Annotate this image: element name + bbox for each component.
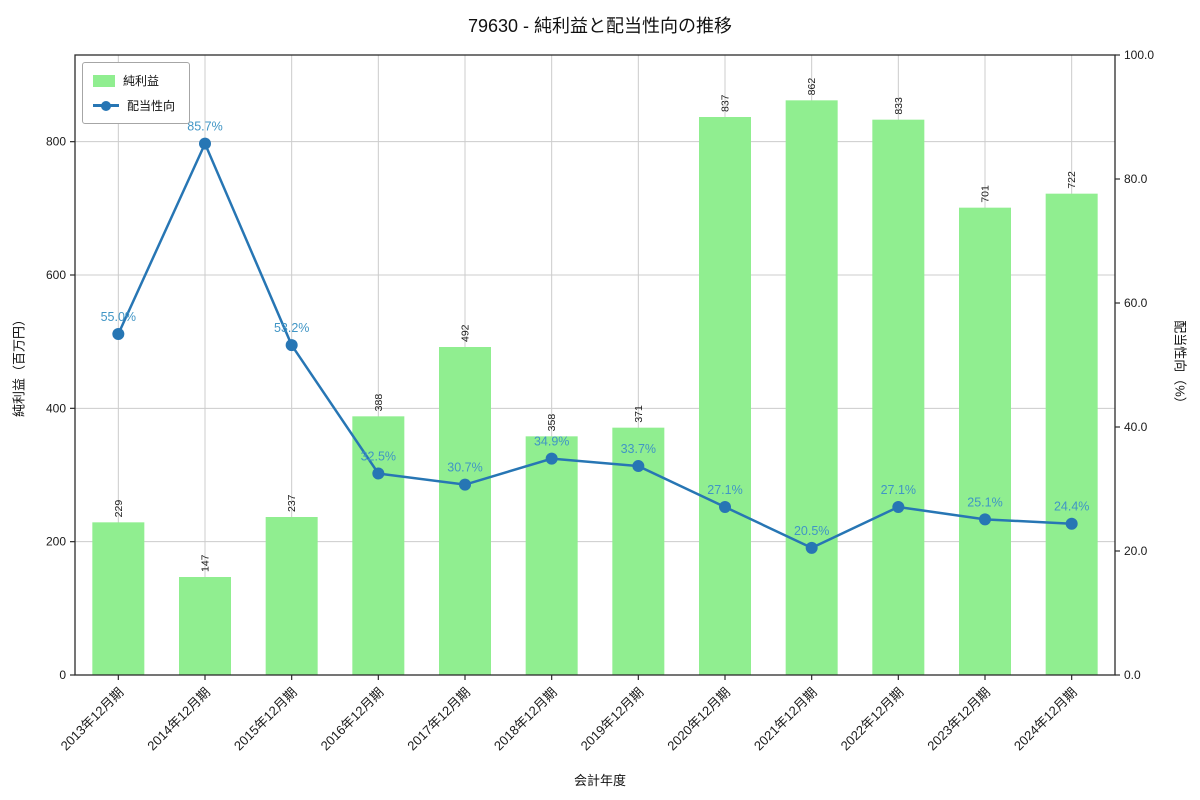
bar-value-label: 371 — [633, 405, 645, 423]
y-tick-label-left: 600 — [46, 268, 66, 282]
line-marker — [1065, 517, 1078, 530]
bar-value-label: 229 — [113, 500, 125, 518]
y-tick-label-left: 800 — [46, 135, 66, 149]
y-tick-label-right: 100.0 — [1124, 48, 1154, 62]
y-tick-label-right: 20.0 — [1124, 544, 1148, 558]
line-marker-swatch — [101, 100, 111, 111]
bar — [872, 119, 925, 675]
bar — [439, 347, 491, 675]
payout-ratio-label: 30.7% — [447, 461, 482, 475]
x-tick-label: 2022年12月期 — [838, 685, 907, 754]
x-tick-label: 2023年12月期 — [924, 685, 993, 754]
y-tick-label-left: 400 — [46, 401, 66, 415]
bar — [785, 100, 838, 676]
payout-ratio-label: 85.7% — [187, 120, 222, 134]
x-tick-label: 2018年12月期 — [491, 685, 560, 754]
payout-ratio-line — [117, 140, 1072, 550]
payout-ratio-label: 27.1% — [881, 483, 916, 497]
bar-value-label: 862 — [806, 78, 818, 96]
bar-value-label: 837 — [720, 94, 732, 112]
x-tick-label: 2021年12月期 — [751, 685, 820, 754]
line-swatch — [93, 100, 119, 111]
y-tick-label-right: 0.0 — [1124, 668, 1141, 682]
payout-ratio-label: 24.4% — [1054, 500, 1089, 514]
payout-ratio-label: 27.1% — [707, 483, 742, 497]
x-tick-label: 2016年12月期 — [318, 685, 387, 754]
bar-value-label: 833 — [893, 97, 905, 115]
payout-ratio-label: 34.9% — [534, 435, 569, 449]
chart-title: 79630 - 純利益と配当性向の推移 — [467, 16, 733, 36]
y-tick-label-right: 40.0 — [1124, 420, 1148, 434]
line-marker — [892, 500, 905, 513]
line-marker — [719, 500, 731, 513]
line-marker — [805, 541, 818, 554]
line-marker — [979, 513, 991, 526]
y-tick-label-right: 60.0 — [1124, 296, 1148, 310]
bar-value-label: 722 — [1066, 171, 1078, 189]
x-tick-label: 2024年12月期 — [1011, 685, 1080, 754]
line-marker — [459, 478, 471, 491]
payout-ratio-label: 20.5% — [794, 524, 829, 538]
y-tick-label-right: 80.0 — [1124, 172, 1148, 186]
legend-label-payout-ratio: 配当性向 — [127, 99, 176, 113]
payout-ratio-label: 25.1% — [967, 495, 1002, 509]
y-tick-label-left: 200 — [46, 535, 66, 549]
bar — [92, 522, 145, 675]
line-marker — [112, 328, 125, 340]
bar-value-label: 147 — [200, 554, 212, 572]
bar-value-label: 358 — [546, 414, 558, 432]
line-marker — [285, 339, 298, 352]
bar-swatch — [93, 74, 115, 87]
bar — [352, 416, 405, 675]
x-tick-label: 2013年12月期 — [58, 685, 127, 754]
y-tick-label-left: 0 — [59, 668, 66, 682]
bar-value-label: 701 — [980, 185, 992, 203]
bar — [265, 517, 318, 675]
x-tick-label: 2019年12月期 — [578, 685, 647, 754]
legend-label-net-income: 純利益 — [123, 74, 160, 88]
plot-frame — [74, 54, 1116, 676]
line-marker — [199, 137, 211, 150]
x-tick-label: 2017年12月期 — [404, 685, 473, 754]
bar-value-label: 388 — [373, 394, 385, 412]
legend: 純利益 配当性向 — [82, 62, 191, 124]
bar-value-label: 492 — [460, 324, 472, 342]
x-axis-label: 会計年度 — [573, 773, 626, 788]
x-tick-label: 2015年12月期 — [231, 685, 300, 754]
legend-item-payout-ratio: 配当性向 — [93, 97, 175, 114]
payout-ratio-label: 33.7% — [621, 442, 656, 456]
line-marker — [632, 460, 645, 473]
payout-ratio-label: 55.0% — [101, 310, 136, 324]
line-marker — [545, 452, 558, 465]
bar — [1045, 193, 1098, 675]
bar — [959, 207, 1011, 675]
bar — [179, 577, 231, 675]
payout-ratio-label: 32.5% — [361, 450, 396, 464]
x-tick-label: 2020年12月期 — [664, 685, 733, 754]
payout-ratio-label: 53.2% — [274, 321, 309, 335]
x-tick-label: 2014年12月期 — [144, 685, 213, 754]
bar — [525, 436, 578, 675]
bar — [699, 117, 751, 675]
line-marker — [372, 467, 385, 480]
legend-item-net-income: 純利益 — [93, 72, 175, 89]
bar-value-label: 237 — [286, 494, 298, 512]
